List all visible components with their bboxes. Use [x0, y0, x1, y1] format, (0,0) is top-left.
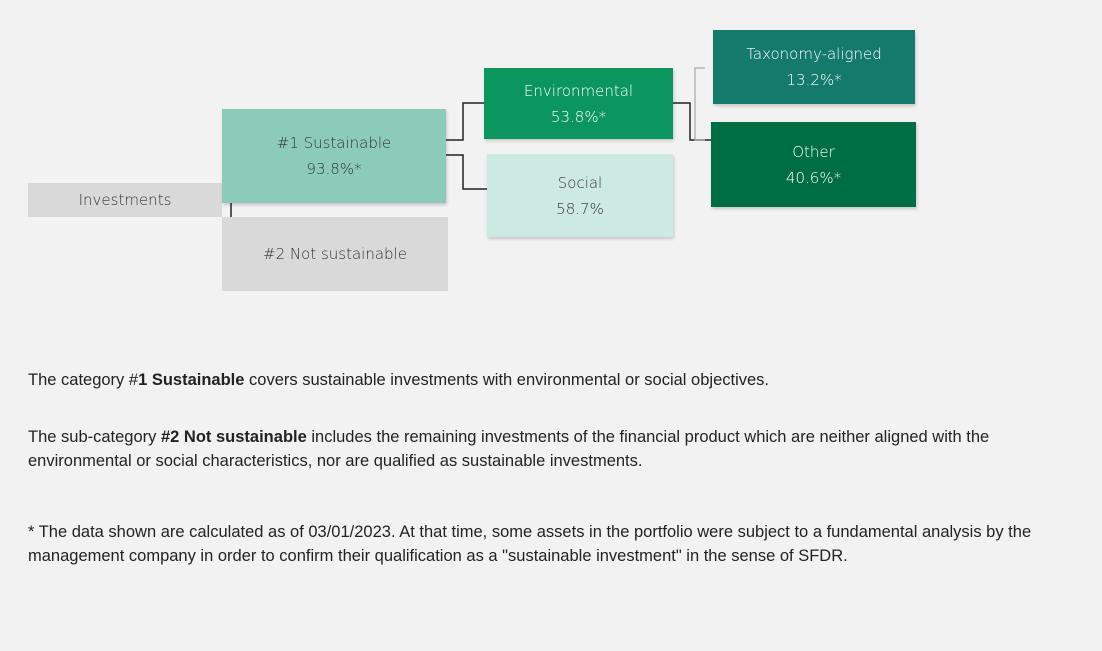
- connector: [446, 102, 487, 190]
- node-value: 53.8%*: [550, 107, 607, 126]
- node-social: Social 58.7%: [487, 154, 673, 237]
- node-value: 13.2%*: [786, 71, 842, 89]
- node-label: Taxonomy-aligned: [746, 45, 882, 63]
- bold-text: 1 Sustainable: [138, 371, 245, 389]
- node-taxonomy: Taxonomy-aligned 13.2%*: [713, 30, 915, 104]
- node-label: Environmental: [523, 81, 634, 100]
- text: The category #: [28, 371, 139, 389]
- connector: [694, 67, 705, 141]
- node-label: #2 Not sustainable: [263, 245, 407, 263]
- node-label: Social: [557, 173, 603, 192]
- node-value: 58.7%: [556, 199, 604, 218]
- node-investments: Investments: [28, 183, 222, 217]
- node-value: 40.6%*: [785, 168, 842, 187]
- paragraph: The sub-category #2 Not sustainable incl…: [28, 425, 1088, 473]
- node-sustainable: #1 Sustainable 93.8%*: [222, 109, 446, 203]
- node-label: Investments: [78, 191, 172, 209]
- node-not-sustainable: #2 Not sustainable: [222, 217, 448, 291]
- text: includes the remaining investments of th…: [28, 428, 990, 470]
- node-value: 93.8%*: [306, 160, 362, 178]
- footnote: * The data shown are calculated as of 03…: [28, 523, 1032, 565]
- connector: [673, 102, 711, 141]
- node-environmental: Environmental 53.8%*: [484, 68, 673, 139]
- paragraph: The category #1 Sustainable covers susta…: [28, 368, 1088, 392]
- bold-text: #2 Not sustainable: [160, 428, 307, 446]
- text: The sub-category: [28, 428, 161, 446]
- node-other: Other 40.6%*: [711, 122, 916, 207]
- node-label: #1 Sustainable: [276, 134, 392, 152]
- node-label: Other: [792, 142, 835, 161]
- text: covers sustainable investments with envi…: [244, 371, 770, 389]
